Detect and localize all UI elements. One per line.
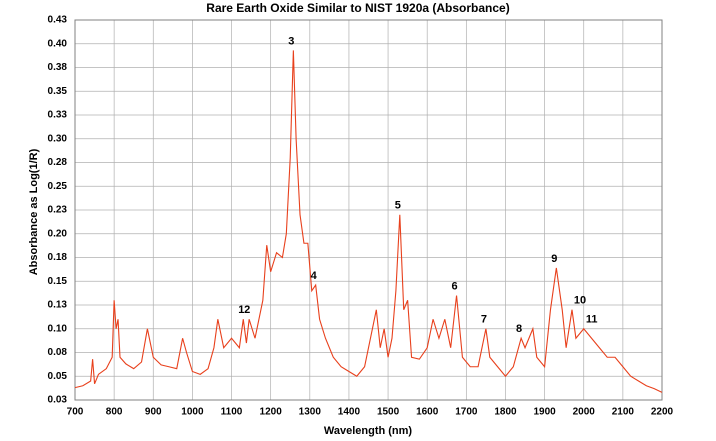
y-tick-label: 0.33 [48, 110, 68, 121]
y-tick-label: 0.25 [48, 181, 68, 192]
peak-label: 6 [451, 280, 457, 292]
x-tick-label: 1300 [299, 407, 322, 418]
y-tick-label: 0.08 [48, 347, 68, 358]
x-tick-label: 1400 [338, 407, 361, 418]
x-tick-label: 2200 [651, 407, 674, 418]
x-tick-label: 800 [106, 407, 123, 418]
peak-label: 5 [395, 200, 401, 212]
y-tick-label: 0.38 [48, 62, 68, 73]
x-tick-label: 1200 [260, 407, 283, 418]
peak-label: 3 [288, 35, 294, 47]
y-tick-label: 0.10 [48, 323, 68, 334]
peak-label: 7 [481, 314, 487, 326]
y-tick-label: 0.05 [48, 371, 68, 382]
x-tick-label: 2000 [573, 407, 596, 418]
x-tick-label: 1100 [221, 407, 243, 418]
y-tick-label: 0.18 [48, 252, 68, 263]
y-tick-label: 0.03 [48, 395, 68, 406]
y-axis-title: Absorbance as Log(1/R) [28, 148, 40, 275]
peak-label: 1 [238, 304, 244, 316]
peak-label: 10 [574, 295, 586, 307]
y-tick-label: 0.30 [48, 133, 68, 144]
x-tick-label: 1600 [416, 407, 439, 418]
x-tick-label: 1000 [181, 407, 204, 418]
y-tick-label: 0.15 [48, 276, 68, 287]
y-tick-label: 0.23 [48, 205, 68, 216]
spectrum-line [74, 50, 663, 393]
y-tick-label: 0.13 [48, 300, 68, 311]
y-tick-label: 0.40 [48, 38, 68, 49]
peak-label: 9 [551, 253, 557, 265]
chart-title: Rare Earth Oxide Similar to NIST 1920a (… [206, 1, 509, 15]
x-tick-label: 1500 [377, 407, 400, 418]
y-tick-label: 0.28 [48, 157, 68, 168]
y-tick-label: 0.20 [48, 228, 68, 239]
x-tick-label: 1800 [494, 407, 517, 418]
x-tick-label: 2100 [612, 407, 635, 418]
y-tick-label: 0.35 [48, 86, 68, 97]
plot-frame [74, 19, 663, 401]
peak-label: 11 [586, 314, 598, 326]
x-tick-label: 900 [145, 407, 162, 418]
peak-label: 4 [311, 270, 318, 282]
x-tick-label: 1700 [455, 407, 478, 418]
x-tick-label: 1900 [533, 407, 556, 418]
y-tick-label: 0.43 [48, 15, 68, 26]
x-tick-label: 700 [67, 407, 84, 418]
x-axis-title: Wavelength (nm) [324, 425, 413, 437]
peak-label: 8 [516, 323, 522, 335]
peak-label: 2 [244, 304, 250, 316]
